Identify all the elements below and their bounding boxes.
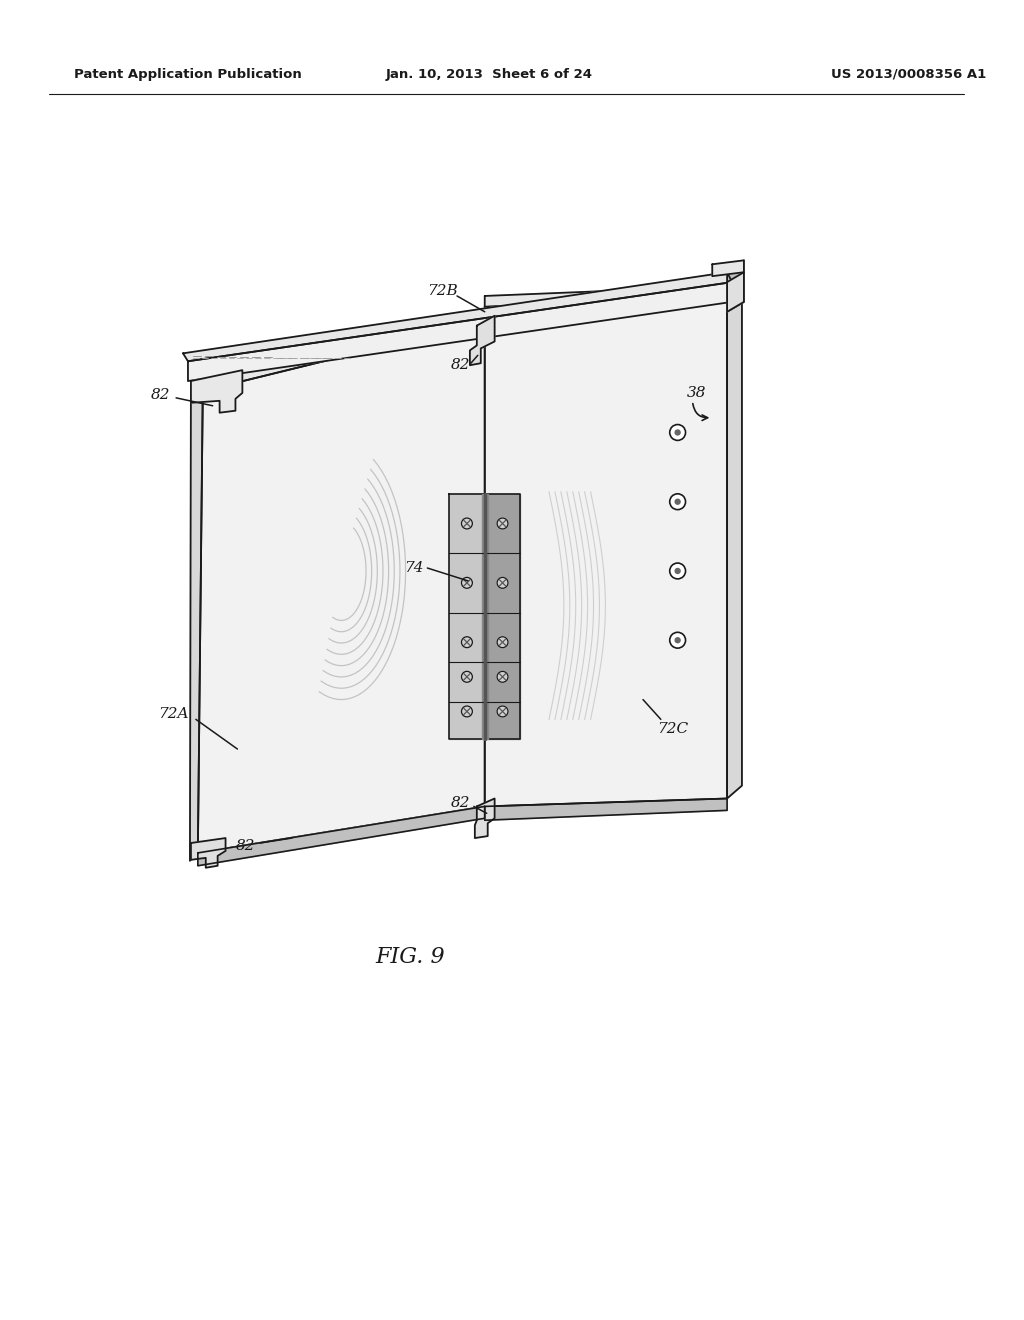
Circle shape	[497, 517, 508, 529]
Text: 82: 82	[236, 840, 255, 853]
Polygon shape	[189, 385, 203, 861]
Text: 38: 38	[686, 385, 706, 400]
Circle shape	[462, 636, 472, 648]
Circle shape	[670, 564, 685, 579]
Circle shape	[462, 706, 472, 717]
Circle shape	[670, 425, 685, 441]
Text: Jan. 10, 2013  Sheet 6 of 24: Jan. 10, 2013 Sheet 6 of 24	[386, 67, 593, 81]
Circle shape	[497, 636, 508, 648]
Circle shape	[675, 499, 680, 504]
Polygon shape	[484, 286, 727, 306]
Polygon shape	[190, 838, 225, 867]
Text: 72A: 72A	[158, 708, 188, 722]
Circle shape	[462, 517, 472, 529]
Text: 82: 82	[151, 388, 170, 401]
Polygon shape	[190, 370, 243, 413]
Polygon shape	[727, 272, 743, 312]
Polygon shape	[475, 799, 495, 838]
Polygon shape	[713, 260, 743, 276]
Circle shape	[462, 672, 472, 682]
Circle shape	[462, 577, 472, 589]
Text: 82: 82	[452, 796, 471, 810]
Polygon shape	[198, 807, 484, 866]
Polygon shape	[188, 282, 732, 381]
Circle shape	[497, 672, 508, 682]
Text: Patent Application Publication: Patent Application Publication	[74, 67, 302, 81]
Polygon shape	[470, 315, 495, 366]
Text: 72C: 72C	[657, 722, 688, 737]
Text: 74: 74	[403, 561, 423, 576]
Text: 82: 82	[452, 358, 471, 372]
Circle shape	[675, 638, 680, 643]
Circle shape	[670, 632, 685, 648]
Polygon shape	[183, 272, 732, 362]
Circle shape	[670, 494, 685, 510]
Polygon shape	[484, 799, 727, 820]
Circle shape	[497, 706, 508, 717]
Circle shape	[675, 430, 680, 436]
Text: 72B: 72B	[427, 284, 458, 298]
Circle shape	[497, 577, 508, 589]
Polygon shape	[481, 494, 487, 739]
Circle shape	[675, 569, 680, 573]
Polygon shape	[200, 309, 484, 391]
Polygon shape	[484, 494, 520, 739]
Polygon shape	[484, 297, 727, 807]
Text: US 2013/0008356 A1: US 2013/0008356 A1	[830, 67, 986, 81]
Polygon shape	[450, 494, 484, 739]
Polygon shape	[727, 260, 743, 312]
Text: FIG. 9: FIG. 9	[376, 945, 445, 968]
Polygon shape	[198, 322, 484, 853]
Polygon shape	[727, 284, 742, 799]
